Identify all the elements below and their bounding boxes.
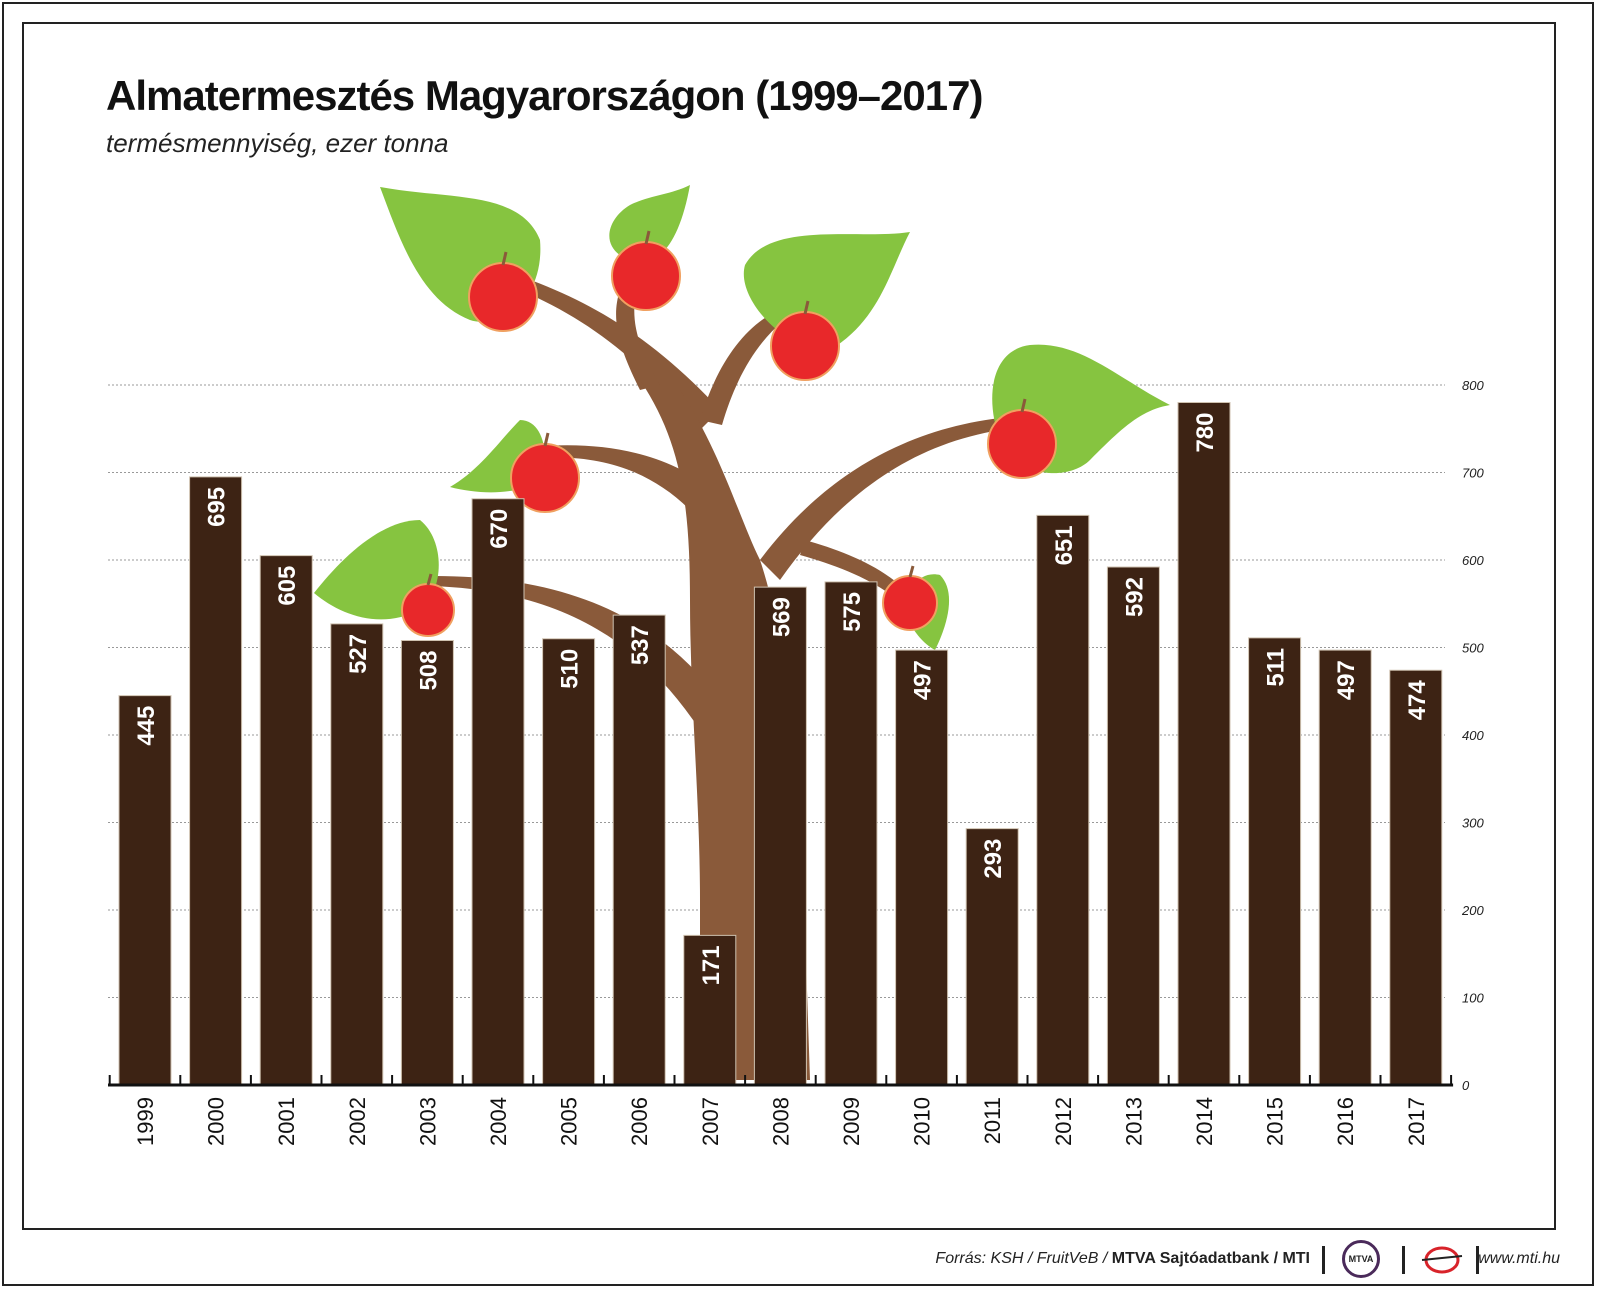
footer-separator [1402,1246,1405,1274]
x-tick-label: 2008 [768,1097,793,1146]
bar [1177,402,1231,1086]
data-label: 497 [910,660,937,700]
tree-illustration [314,185,1170,1080]
y-tick-label: 200 [1461,903,1484,918]
data-label: 511 [1263,648,1290,687]
tree-branch-right-low [800,540,905,598]
y-tick-label: 500 [1462,641,1484,656]
apple-icon [510,432,580,513]
x-tick-label: 2006 [627,1097,652,1146]
bar [1389,669,1443,1086]
data-label: 592 [1121,577,1148,617]
bar [895,649,949,1086]
x-tick-label: 2010 [910,1097,935,1146]
apple-icon [770,300,840,381]
x-tick-label: 2012 [1051,1097,1076,1146]
x-tick-label: 2016 [1333,1097,1358,1146]
x-tick-label: 2011 [980,1097,1005,1144]
x-tick-label: 2005 [557,1097,582,1146]
data-label: 508 [415,651,442,691]
bar [471,498,525,1086]
data-label: 569 [768,597,795,637]
source-prefix: Forrás: KSH / FruitVeB / [935,1250,1112,1267]
data-label: 575 [839,592,866,632]
y-axis: 0 100 200 300 400 500 600 700 800 [1461,378,1484,1093]
bar [965,828,1019,1086]
footer-separator [1476,1246,1479,1274]
leaf-top-mid [609,185,690,262]
data-label: 293 [980,839,1007,879]
x-tick-label: 2000 [204,1097,229,1146]
x-tick-label: 2007 [698,1097,723,1146]
bar [1036,514,1090,1086]
data-label: 497 [1333,660,1360,700]
y-tick-label: 100 [1462,991,1484,1006]
footer: Forrás: KSH / FruitVeB / MTVA Sajtóadatb… [0,1236,1600,1286]
chart-frame [22,22,1556,1230]
bar [683,934,737,1086]
data-label: 537 [627,625,654,665]
x-tick-label: 2009 [839,1097,864,1146]
bar [1318,649,1372,1086]
apple-icon [401,573,455,637]
data-label: 605 [274,566,301,606]
tree-branch-top-right [700,312,782,425]
bar [1106,566,1160,1086]
apple-icon [882,565,938,631]
y-tick-label: 400 [1462,728,1484,743]
data-label: 695 [204,487,231,527]
y-tick-label: 300 [1462,816,1484,831]
bar [1248,637,1302,1086]
source-bold: MTVA Sajtóadatbank / MTI [1111,1250,1310,1267]
footer-separator [1322,1246,1325,1274]
data-label: 445 [133,706,160,746]
data-label: 171 [698,945,725,985]
bar [400,640,454,1086]
x-tick-label: 2014 [1192,1097,1217,1146]
bar [259,555,313,1086]
data-label: 527 [345,634,372,674]
mtva-logo: MTVA [1342,1240,1380,1278]
bar [330,623,384,1086]
tree-branch-top-mid [616,290,660,390]
data-label: 780 [1192,413,1219,453]
apple-icon [987,398,1057,479]
bars: 445 695 605 527 508 670 510 537 171 569 575 497 293 6… [118,402,1443,1086]
data-label: 510 [557,649,584,689]
footer-source: Forrás: KSH / FruitVeB / MTVA Sajtóadatb… [935,1250,1310,1268]
bar [118,695,172,1086]
data-label: 651 [1051,525,1078,565]
x-tick-label: 1999 [133,1097,158,1146]
bar [612,614,666,1086]
x-tick-label: 2015 [1263,1097,1288,1146]
y-tick-label: 0 [1462,1078,1470,1093]
bar [753,586,807,1086]
y-tick-label: 700 [1462,466,1484,481]
chart-subtitle: termésmennyiség, ezer tonna [106,128,449,158]
data-label: 474 [1404,680,1431,721]
mti-logo [1421,1246,1463,1274]
tree-branch-right-big [760,418,1000,580]
x-tick-label: 2002 [345,1097,370,1146]
footer-url: www.mti.hu [1478,1250,1560,1267]
y-tick-label: 800 [1462,378,1484,393]
apple-icon [468,251,538,332]
x-tick-label: 2013 [1121,1097,1146,1146]
x-tick-label: 2001 [274,1097,299,1146]
x-tick-label: 2004 [486,1097,511,1146]
chart-title: Almatermesztés Magyarországon (1999–2017… [106,72,983,119]
y-tick-label: 600 [1462,553,1484,568]
data-label: 670 [486,509,513,549]
x-tick-labels: 1999 2000 2001 2002 2003 2004 2005 2006 2007 2008… [108,1075,1453,1146]
x-tick-label: 2003 [415,1097,440,1146]
apple-icon [611,230,681,311]
x-tick-label: 2017 [1404,1097,1429,1146]
bar [189,476,243,1086]
bar [542,638,596,1086]
bar [824,581,878,1086]
